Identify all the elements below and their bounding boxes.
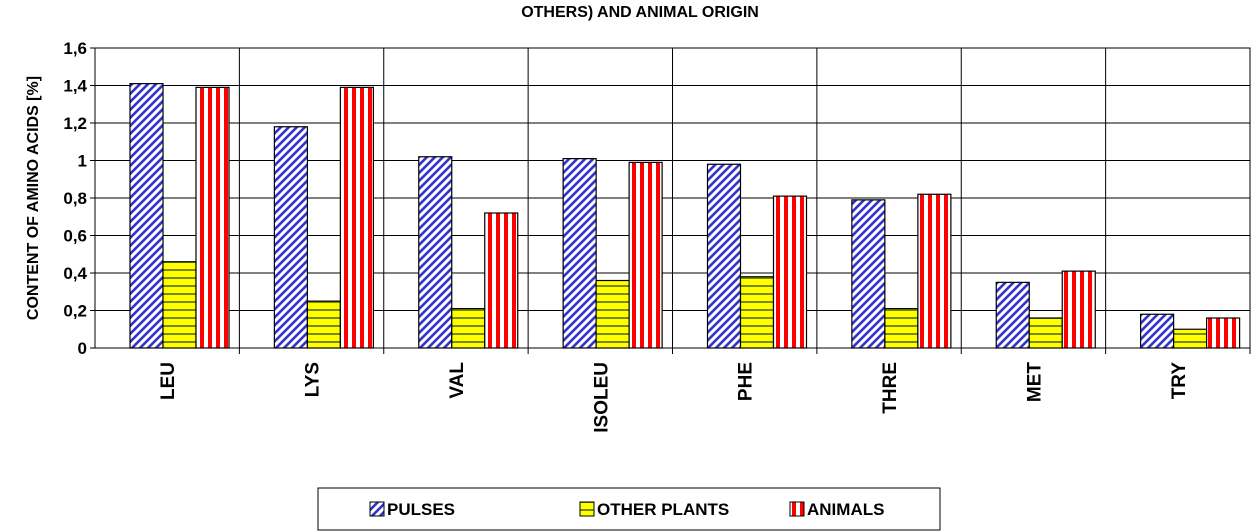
plot-frame — [94, 47, 1251, 349]
y-tick-label: 1,6 — [63, 39, 87, 58]
y-tick-label: 1 — [78, 152, 87, 171]
chart-title: OTHERS) AND ANIMAL ORIGIN — [521, 4, 759, 21]
bar — [884, 308, 919, 349]
bar — [1206, 317, 1241, 349]
y-tick-label: 0 — [78, 339, 87, 358]
bar — [628, 161, 663, 349]
x-tick-label: LEU — [158, 362, 179, 400]
bar — [129, 83, 164, 349]
legend-box — [317, 487, 941, 531]
bar — [273, 126, 308, 349]
y-tick-label: 1,4 — [63, 77, 87, 96]
bar — [739, 276, 775, 349]
bar — [562, 158, 597, 349]
x-tick-label: MET — [1024, 362, 1045, 403]
x-tick-label: LYS — [303, 362, 324, 397]
x-tick-label: PHE — [736, 362, 757, 401]
bar — [1140, 313, 1175, 349]
bar — [772, 195, 808, 349]
y-tick-label: 0,8 — [63, 189, 87, 208]
bar — [595, 279, 630, 349]
bar — [1173, 328, 1208, 349]
bar — [306, 300, 341, 349]
bar — [339, 86, 374, 349]
legend-label: ANIMALS — [807, 500, 884, 519]
legend-swatch — [369, 501, 385, 517]
legend-swatch — [579, 501, 595, 517]
bar — [1061, 270, 1096, 349]
y-axis-label: CONTENT OF AMINO ACIDS [%] — [25, 76, 42, 320]
legend-label: PULSES — [387, 500, 455, 519]
legend-label: OTHER PLANTS — [597, 500, 729, 519]
bar — [195, 86, 230, 349]
bar — [706, 163, 742, 349]
bar — [1028, 317, 1063, 349]
x-tick-label: VAL — [447, 362, 468, 399]
bar — [451, 308, 486, 349]
bar — [995, 281, 1030, 349]
x-tick-label: TRY — [1169, 362, 1190, 400]
legend-swatch — [789, 501, 805, 517]
bar — [418, 156, 453, 349]
bar — [162, 261, 197, 349]
bar — [917, 193, 952, 349]
x-tick-label: ISOLEU — [591, 362, 612, 433]
bar — [484, 212, 519, 349]
y-tick-label: 0,4 — [63, 264, 87, 283]
x-tick-label: THRE — [880, 362, 901, 414]
y-tick-label: 1,2 — [63, 114, 87, 133]
y-tick-label: 0,2 — [63, 302, 87, 321]
bar — [851, 199, 886, 349]
y-tick-label: 0,6 — [63, 227, 87, 246]
